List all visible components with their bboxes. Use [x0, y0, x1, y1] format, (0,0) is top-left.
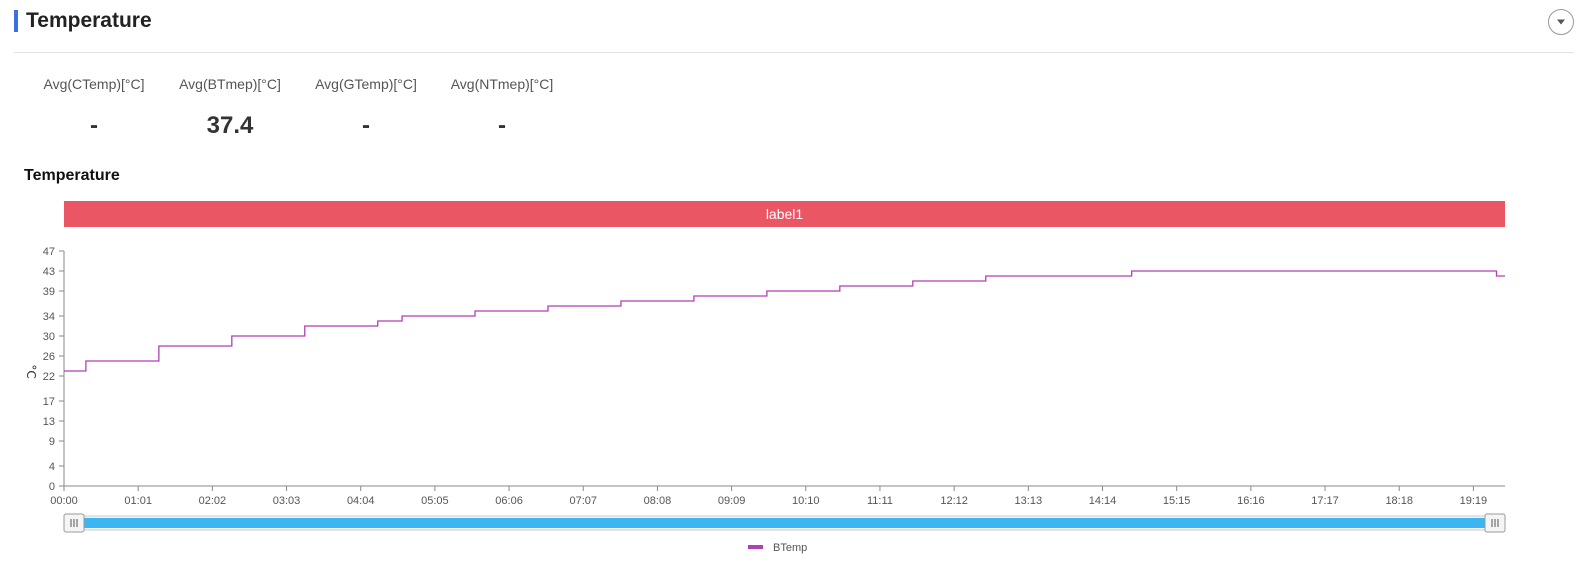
x-tick-label: 17:17 [1311, 495, 1339, 507]
y-tick-label: 4 [49, 461, 55, 473]
y-tick-label: 34 [43, 311, 55, 323]
y-tick-label: 17 [43, 396, 55, 408]
x-tick-label: 00:00 [50, 495, 78, 507]
y-tick-label: 39 [43, 286, 55, 298]
stat-label: Avg(NTmep)[°C] [450, 76, 554, 92]
collapse-button[interactable] [1548, 9, 1574, 35]
y-tick-label: 13 [43, 416, 55, 428]
y-tick-label: 30 [43, 331, 55, 343]
x-tick-label: 06:06 [495, 495, 523, 507]
x-tick-label: 04:04 [347, 495, 375, 507]
stat-value: - [90, 112, 98, 139]
x-tick-label: 07:07 [569, 495, 597, 507]
series-line-btemp [64, 270, 1505, 372]
x-tick-label: 01:01 [124, 495, 152, 507]
label-band: label1 [64, 201, 1505, 227]
x-tick-label: 08:08 [644, 495, 672, 507]
page-header: Temperature [14, 8, 1574, 53]
y-axis-label: °C [24, 364, 38, 378]
stat-ntemp: Avg(NTmep)[°C] - [434, 76, 570, 140]
x-tick-label: 02:02 [199, 495, 227, 507]
stat-ctemp: Avg(CTemp)[°C] - [26, 76, 162, 140]
x-tick-label: 12:12 [940, 495, 968, 507]
stat-value: - [362, 112, 370, 139]
y-tick-label: 9 [49, 436, 55, 448]
legend-label-btemp: BTemp [773, 542, 807, 554]
x-tick-label: 14:14 [1089, 495, 1117, 507]
y-tick-label: 26 [43, 351, 55, 363]
y-tick-label: 22 [43, 371, 55, 383]
stat-label: Avg(BTmep)[°C] [179, 76, 281, 92]
page-title: Temperature [26, 9, 152, 32]
stat-gtemp: Avg(GTemp)[°C] - [298, 76, 434, 140]
zoom-slider-range [74, 518, 1495, 528]
stat-label: Avg(GTemp)[°C] [315, 76, 417, 92]
x-tick-label: 15:15 [1163, 495, 1191, 507]
x-tick-label: 10:10 [792, 495, 820, 507]
stat-value: 37.4 [206, 112, 254, 139]
x-tick-label: 16:16 [1237, 495, 1265, 507]
x-tick-label: 19:19 [1460, 495, 1488, 507]
stat-label: Avg(CTemp)[°C] [43, 76, 145, 92]
zoom-slider-handle-left[interactable] [63, 513, 85, 533]
x-tick-label: 13:13 [1015, 495, 1043, 507]
legend-swatch-btemp [748, 545, 763, 549]
x-tick-label: 09:09 [718, 495, 746, 507]
x-tick-label: 18:18 [1385, 495, 1413, 507]
chevron-down-icon [1557, 19, 1565, 25]
y-tick-label: 47 [43, 246, 55, 258]
x-tick-label: 05:05 [421, 495, 449, 507]
chart-section-title: Temperature [24, 167, 120, 184]
stat-value: - [498, 112, 506, 139]
y-tick-label: 43 [43, 266, 55, 278]
y-tick-label: 0 [49, 481, 55, 493]
x-tick-label: 03:03 [273, 495, 301, 507]
temperature-chart: 0 4 9 13 17 22 26 30 34 39 43 47 °C 00:00 01:01 02:02 03… [24, 246, 1506, 554]
header-accent-bar [14, 10, 18, 32]
zoom-slider-handle-right[interactable] [1484, 513, 1506, 533]
stat-btemp: Avg(BTmep)[°C] 37.4 [162, 76, 298, 140]
x-tick-label: 11:11 [867, 495, 893, 507]
